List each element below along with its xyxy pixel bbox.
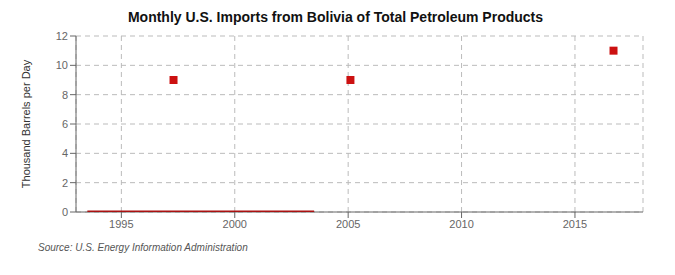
svg-text:4: 4	[62, 147, 68, 159]
svg-text:2000: 2000	[223, 218, 247, 230]
svg-text:0: 0	[62, 206, 68, 218]
svg-text:Thousand Barrels per Day: Thousand Barrels per Day	[20, 59, 32, 188]
svg-text:12: 12	[56, 30, 68, 42]
svg-text:8: 8	[62, 89, 68, 101]
svg-text:10: 10	[56, 59, 68, 71]
svg-text:2010: 2010	[449, 218, 473, 230]
html-text:Source: U.S. Energy Informatio: Source: U.S. Energy Information Administ…	[38, 242, 248, 253]
svg-text:2005: 2005	[336, 218, 360, 230]
svg-text:6: 6	[62, 118, 68, 130]
html-text:Monthly U.S. Imports from Boli: Monthly U.S. Imports from Bolivia of Tot…	[127, 9, 543, 25]
svg-text:2: 2	[62, 177, 68, 189]
svg-text:1995: 1995	[109, 218, 133, 230]
svg-text:2015: 2015	[563, 218, 587, 230]
